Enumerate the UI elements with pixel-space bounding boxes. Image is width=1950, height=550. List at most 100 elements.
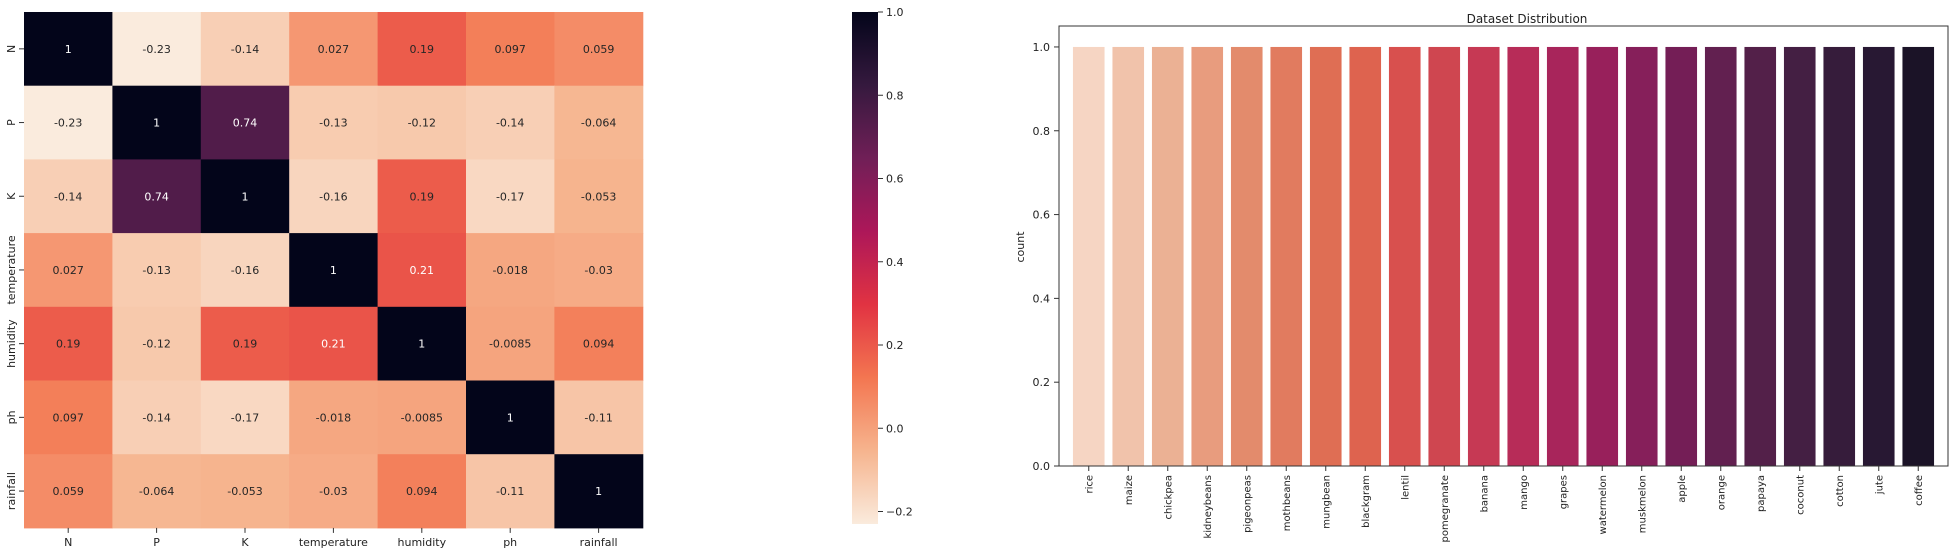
heatmap-cell-value: -0.064 — [581, 117, 616, 130]
x-tick-label: kidneybeans — [1203, 475, 1214, 539]
heatmap-cell — [24, 159, 113, 234]
heatmap-cell — [554, 85, 644, 160]
bar — [1902, 46, 1935, 466]
heatmap-cell-value: -0.018 — [492, 264, 527, 277]
bar — [1467, 46, 1500, 466]
heatmap-cell — [289, 454, 379, 529]
x-tick-label: rainfall — [580, 536, 618, 549]
heatmap-cell-value: 0.097 — [494, 43, 526, 56]
heatmap-cell-value: -0.23 — [142, 43, 170, 56]
x-tick-label: pomegranate — [1440, 475, 1451, 543]
heatmap-cell — [554, 233, 644, 308]
x-tick-label: coconut — [1795, 475, 1806, 515]
heatmap-cell-value: 0.094 — [583, 338, 615, 351]
heatmap-cell-value: 0.21 — [321, 338, 346, 351]
heatmap-cell — [289, 380, 379, 455]
heatmap-cell — [289, 306, 379, 381]
heatmap-cell-value: -0.17 — [231, 411, 259, 424]
colorbar-tick-label: 0.4 — [886, 256, 904, 269]
bar — [1665, 46, 1698, 466]
bar — [1072, 46, 1105, 466]
heatmap-cell — [200, 233, 290, 308]
heatmap-cell — [466, 233, 555, 308]
colorbar — [852, 12, 878, 524]
x-tick-label: orange — [1716, 475, 1727, 510]
heatmap-cell-value: -0.17 — [496, 190, 524, 203]
x-tick-label: pigeonpeas — [1242, 475, 1253, 533]
y-axis-label: count — [1014, 231, 1027, 263]
heatmap-cell — [554, 12, 644, 87]
x-tick-label: jute — [1874, 475, 1885, 495]
bar — [1704, 46, 1737, 466]
heatmap-cell-value: 0.059 — [52, 485, 84, 498]
heatmap-cell — [466, 12, 555, 87]
heatmap-cell-value: -0.03 — [319, 485, 347, 498]
heatmap-cell-value: -0.064 — [139, 485, 174, 498]
y-tick-label: 0.4 — [1033, 292, 1051, 305]
heatmap-cell-value: -0.23 — [54, 117, 82, 130]
x-tick-label: N — [64, 536, 72, 549]
x-tick-label: K — [241, 536, 249, 549]
x-tick-label: watermelon — [1598, 475, 1609, 534]
x-tick-label: papaya — [1756, 475, 1767, 512]
heatmap-cell-value: 0.74 — [144, 190, 169, 203]
plot-frame — [1058, 25, 1949, 467]
heatmap-cell-value: 0.74 — [233, 117, 258, 130]
heatmap-cell-value: 1 — [153, 117, 160, 130]
heatmap-cell — [377, 306, 467, 381]
heatmap-cell-value: -0.11 — [584, 411, 612, 424]
bar — [1112, 46, 1145, 466]
y-tick-label: 0.6 — [1033, 209, 1051, 222]
y-tick-label: N — [5, 45, 18, 53]
x-tick-label: mothbeans — [1282, 475, 1293, 531]
heatmap-cell — [289, 159, 379, 234]
bar — [1309, 46, 1342, 466]
heatmap-cell — [466, 454, 555, 529]
heatmap-cell-value: 0.059 — [583, 43, 615, 56]
heatmap-cell — [466, 159, 555, 234]
x-tick-label: muskmelon — [1637, 475, 1648, 533]
chart-title: Dataset Distribution — [1467, 12, 1588, 26]
heatmap-cell-value: 0.19 — [410, 43, 435, 56]
x-tick-label: coffee — [1914, 475, 1925, 506]
heatmap-cell — [112, 233, 202, 308]
y-tick-label: 0.0 — [1033, 460, 1051, 473]
heatmap-cell — [200, 306, 290, 381]
colorbar-tick-label: 0.8 — [886, 89, 904, 102]
heatmap-cell — [24, 233, 113, 308]
heatmap-cell-value: 1 — [330, 264, 337, 277]
heatmap-cell — [377, 380, 467, 455]
y-tick-label: 0.2 — [1033, 376, 1051, 389]
colorbar-tick-label: 1.0 — [886, 6, 904, 19]
x-tick-label: cotton — [1835, 475, 1846, 507]
heatmap-cell — [466, 306, 555, 381]
heatmap-cell-value: -0.018 — [316, 411, 351, 424]
heatmap-cell — [466, 380, 555, 455]
x-tick-label: rice — [1084, 475, 1095, 494]
heatmap-cell — [112, 85, 202, 160]
colorbar-tick-label: −0.2 — [886, 506, 913, 519]
heatmap-cell — [289, 233, 379, 308]
heatmap-cell-value: 1 — [242, 190, 249, 203]
heatmap-cell — [377, 159, 467, 234]
heatmap-cell-value: -0.0085 — [401, 411, 443, 424]
bar — [1783, 46, 1816, 466]
heatmap-cell — [554, 159, 644, 234]
heatmap-cell-value: 0.19 — [233, 338, 258, 351]
heatmap-cell — [112, 159, 202, 234]
bar — [1191, 46, 1224, 466]
colorbar-tick-label: 0.6 — [886, 173, 904, 186]
heatmap-cell-value: 0.027 — [52, 264, 84, 277]
x-tick-label: grapes — [1558, 475, 1569, 509]
heatmap-cell-value: 0.094 — [406, 485, 438, 498]
heatmap-cell — [200, 85, 290, 160]
heatmap-cell — [24, 306, 113, 381]
heatmap-cell — [289, 85, 379, 160]
heatmap-cell — [112, 306, 202, 381]
heatmap-cell-value: -0.12 — [142, 338, 170, 351]
bar — [1546, 46, 1579, 466]
y-tick-label: ph — [5, 410, 18, 424]
dataset-distribution-chart: Dataset Distribution count 0.0 0.2 0.4 0.6 0… — [1014, 12, 1949, 543]
colorbar-tick-label: 0.0 — [886, 422, 904, 435]
heatmap-cell — [554, 306, 644, 381]
